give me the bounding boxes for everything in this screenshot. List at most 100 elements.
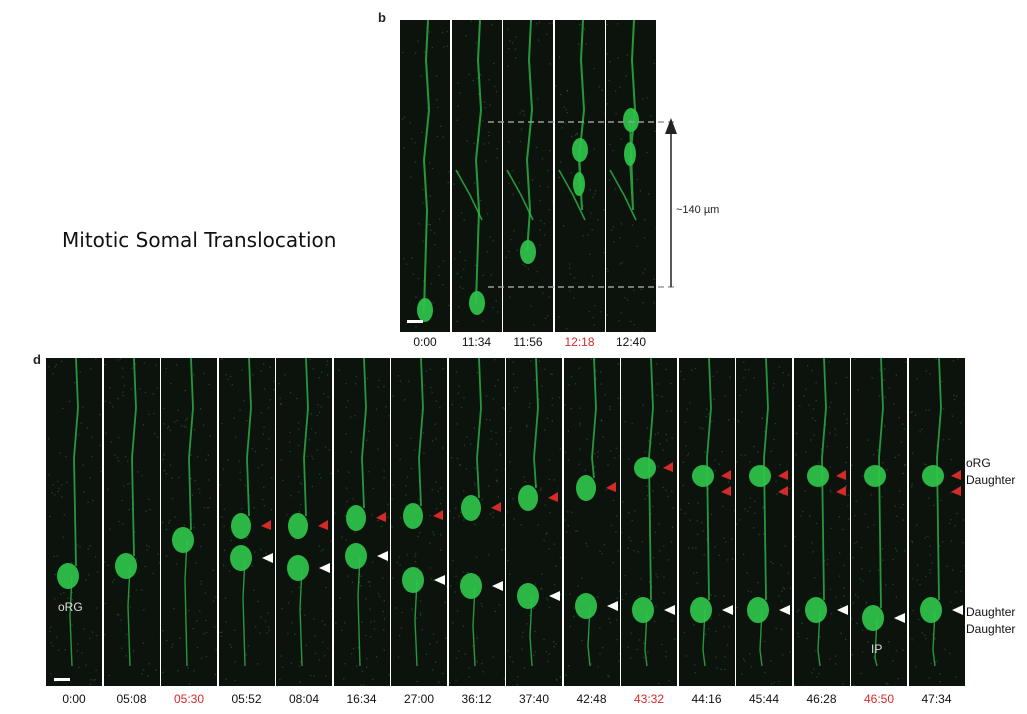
- panel-d-frame: [219, 358, 275, 686]
- lower-soma: [920, 597, 942, 623]
- frame-time-label: 47:34: [909, 692, 965, 706]
- red-arrowhead: [836, 486, 846, 496]
- panel-d-frame: [334, 358, 390, 686]
- frame-time-label: 16:34: [334, 692, 390, 706]
- panel-d-frame: oRG: [46, 358, 102, 686]
- lower-soma: [747, 597, 769, 623]
- red-arrowhead: [951, 470, 961, 480]
- org-cell-label: oRG: [58, 600, 83, 614]
- panel-d-frame: IP: [851, 358, 907, 686]
- red-arrowhead: [951, 486, 961, 496]
- white-arrowhead: [377, 551, 388, 561]
- white-arrowhead: [262, 553, 273, 563]
- lower-soma: [575, 593, 597, 619]
- white-arrowhead: [319, 563, 330, 573]
- white-arrowhead: [722, 605, 733, 615]
- lower-soma: [517, 583, 539, 609]
- frame-time-label: 12:18: [555, 335, 605, 349]
- lower-soma: [172, 527, 194, 553]
- white-arrowhead: [434, 575, 445, 585]
- soma: [417, 298, 433, 322]
- right-cell-label: Daughter: [966, 622, 1015, 636]
- middle-soma: [403, 503, 423, 529]
- frame-time-label: 45:44: [736, 692, 792, 706]
- white-arrowhead: [952, 605, 963, 615]
- red-arrowhead: [433, 510, 443, 520]
- upper-soma: [807, 465, 829, 487]
- panel-d-frame: [794, 358, 850, 686]
- lower-soma: [230, 545, 252, 571]
- side-title: Mitotic Somal Translocation: [62, 228, 336, 252]
- ip-cell-label: IP: [871, 642, 882, 656]
- panel-d-frame: [276, 358, 332, 686]
- right-cell-label: oRG: [966, 456, 991, 470]
- upper-soma: [692, 465, 714, 487]
- lower-soma: [460, 573, 482, 599]
- frame-time-label: 11:56: [503, 335, 553, 349]
- frame-time-label: 37:40: [506, 692, 562, 706]
- panel-d-frame: [391, 358, 447, 686]
- red-arrowhead: [778, 470, 788, 480]
- upper-soma: [749, 465, 771, 487]
- frame-time-label: 11:34: [452, 335, 502, 349]
- scale-bar: [407, 320, 423, 323]
- frame-time-label: 05:08: [104, 692, 160, 706]
- panel-d-frame: [564, 358, 620, 686]
- middle-soma: [231, 513, 251, 539]
- middle-soma: [288, 513, 308, 539]
- lower-soma: [57, 563, 79, 589]
- frame-time-label: 46:28: [794, 692, 850, 706]
- lower-soma: [115, 553, 137, 579]
- upper-soma: [634, 457, 656, 479]
- frame-time-label: 46:50: [851, 692, 907, 706]
- middle-soma: [576, 475, 596, 501]
- lower-soma: [862, 605, 884, 631]
- white-arrowhead: [779, 605, 790, 615]
- right-cell-label: Daughter: [966, 473, 1015, 487]
- panel-d-frame: [449, 358, 505, 686]
- red-arrowhead: [261, 520, 271, 530]
- panel-d-frame: [104, 358, 160, 686]
- panel-d-frame: [736, 358, 792, 686]
- frame-time-label: 05:30: [161, 692, 217, 706]
- frame-time-label: 42:48: [564, 692, 620, 706]
- panel-d-frame: [909, 358, 965, 686]
- lower-soma: [287, 555, 309, 581]
- red-arrowhead: [836, 470, 846, 480]
- panel-d-frame: [621, 358, 677, 686]
- frame-time-label: 27:00: [391, 692, 447, 706]
- frame-time-label: 08:04: [276, 692, 332, 706]
- middle-soma: [518, 485, 538, 511]
- panel-b-letter: b: [378, 10, 386, 25]
- white-arrowhead: [664, 605, 675, 615]
- lower-soma: [345, 543, 367, 569]
- upper-soma: [922, 465, 944, 487]
- lower-soma: [402, 567, 424, 593]
- middle-soma: [346, 505, 366, 531]
- panel-d-frame: [506, 358, 562, 686]
- red-arrowhead: [491, 502, 501, 512]
- middle-soma: [461, 495, 481, 521]
- upper-soma: [864, 465, 886, 487]
- right-cell-label: Daughter: [966, 605, 1015, 619]
- frame-time-label: 12:40: [606, 335, 656, 349]
- lower-soma: [690, 597, 712, 623]
- white-arrowhead: [607, 601, 618, 611]
- panel-d-frame: [679, 358, 735, 686]
- white-arrowhead: [837, 605, 848, 615]
- red-arrowhead: [721, 486, 731, 496]
- white-arrowhead: [549, 591, 560, 601]
- panel-d-letter: d: [33, 352, 41, 367]
- white-arrowhead: [492, 581, 503, 591]
- lower-soma: [632, 597, 654, 623]
- panel-b-frame: [400, 20, 450, 332]
- frame-time-label: 0:00: [400, 335, 450, 349]
- frame-time-label: 44:16: [679, 692, 735, 706]
- lower-soma: [805, 597, 827, 623]
- red-arrowhead: [318, 520, 328, 530]
- red-arrowhead: [663, 462, 673, 472]
- panel-d-frame: [161, 358, 217, 686]
- scale-bar: [54, 678, 70, 681]
- frame-time-label: 36:12: [449, 692, 505, 706]
- red-arrowhead: [548, 492, 558, 502]
